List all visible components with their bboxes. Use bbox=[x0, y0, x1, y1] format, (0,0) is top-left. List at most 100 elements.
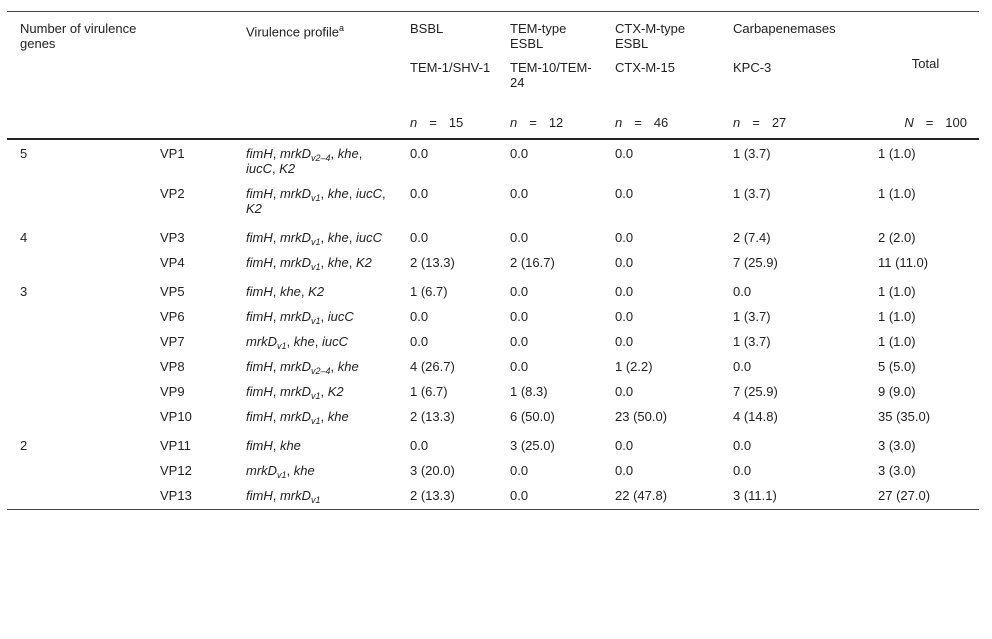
total-value: 11 (11.0) bbox=[878, 255, 929, 270]
cell-value: 1 (6.7) bbox=[410, 384, 448, 399]
gene: khe bbox=[327, 186, 349, 201]
cell-value: 1 (3.7) bbox=[733, 146, 771, 161]
cell-value: 22 (47.8) bbox=[615, 488, 668, 503]
total-value: 1 (1.0) bbox=[878, 309, 916, 324]
profile-genes: fimH, mrkDv2–4, khe bbox=[246, 359, 359, 376]
total-value: 27 (27.0) bbox=[878, 488, 931, 503]
cell-value: 0.0 bbox=[510, 284, 529, 299]
cell-value: 0.0 bbox=[410, 438, 429, 453]
cell-value: 0.0 bbox=[733, 359, 752, 374]
cell-value: 0.0 bbox=[510, 359, 529, 374]
header-type: TEM-10/TEM-24 bbox=[510, 60, 592, 90]
profile-id: VP10 bbox=[160, 409, 192, 424]
gene: khe bbox=[327, 255, 349, 270]
profile-genes: fimH, mrkDv2–4, khe, iucC, K2 bbox=[246, 146, 363, 176]
cell-value: 0.0 bbox=[733, 438, 752, 453]
gene: mrkDv1 bbox=[279, 384, 321, 401]
header-type: TEM-1/SHV-1 bbox=[410, 60, 491, 75]
table-row: 4 VP3 fimH, mrkDv1, khe, iucC 0.0 0.0 0.0 2 (7… bbox=[7, 222, 979, 251]
gene-count bbox=[7, 459, 147, 484]
total-value: 1 (1.0) bbox=[878, 146, 916, 161]
cell-value: 2 (16.7) bbox=[510, 255, 555, 270]
gene: khe bbox=[279, 284, 301, 299]
profile-id: VP7 bbox=[160, 334, 185, 349]
cell-value: 0.0 bbox=[510, 309, 529, 324]
total-value: 35 (35.0) bbox=[878, 409, 931, 424]
profile-id: VP13 bbox=[160, 488, 192, 503]
gene-count bbox=[7, 405, 147, 430]
total-value: 9 (9.0) bbox=[878, 384, 916, 399]
cell-value: 4 (26.7) bbox=[410, 359, 455, 374]
gene: mrkDv1 bbox=[279, 488, 321, 505]
cell-value: 1 (3.7) bbox=[733, 186, 771, 201]
gene: khe bbox=[337, 359, 359, 374]
gene-count bbox=[7, 182, 147, 222]
profile-id: VP3 bbox=[160, 230, 185, 245]
header-group-label: BSBL bbox=[410, 21, 444, 36]
table-row: VP13 fimH, mrkDv1 2 (13.3) 0.0 22 (47.8) 3 (1… bbox=[7, 484, 979, 510]
header-genes-count: Number of virulence genes bbox=[20, 21, 137, 51]
cell-value: 3 (11.1) bbox=[733, 488, 777, 503]
gene: mrkDv1 bbox=[246, 334, 287, 351]
profile-genes: fimH, mrkDv1, khe, iucC bbox=[246, 230, 382, 247]
gene-count bbox=[7, 380, 147, 405]
gene: iucC bbox=[327, 309, 354, 324]
virulence-table: Number of virulence genes Virulence prof… bbox=[7, 11, 979, 510]
cell-value: 0.0 bbox=[410, 230, 429, 245]
gene: mrkDv1 bbox=[279, 409, 321, 426]
header-n: n = 12 bbox=[510, 115, 564, 130]
gene: K2 bbox=[327, 384, 344, 399]
header-group-label: Carbapenemases bbox=[733, 21, 836, 36]
cell-value: 1 (2.2) bbox=[615, 359, 653, 374]
gene: iucC bbox=[246, 161, 273, 176]
profile-genes: fimH, mrkDv1, khe bbox=[246, 409, 349, 426]
profile-genes: fimH, khe bbox=[246, 438, 301, 453]
gene: khe bbox=[293, 463, 315, 478]
cell-value: 0.0 bbox=[510, 334, 529, 349]
header-n: n = 46 bbox=[615, 115, 669, 130]
total-value: 3 (3.0) bbox=[878, 438, 916, 453]
header-group-label: CTX-M-type ESBL bbox=[615, 21, 686, 51]
cell-value: 2 (13.3) bbox=[410, 488, 455, 503]
table-row: VP7 mrkDv1, khe, iucC 0.0 0.0 0.0 1 (3.7) 1 (1… bbox=[7, 330, 979, 355]
cell-value: 0.0 bbox=[615, 463, 634, 478]
cell-value: 23 (50.0) bbox=[615, 409, 668, 424]
cell-value: 1 (3.7) bbox=[733, 334, 771, 349]
cell-value: 1 (3.7) bbox=[733, 309, 771, 324]
cell-value: 0.0 bbox=[733, 284, 752, 299]
cell-value: 1 (6.7) bbox=[410, 284, 448, 299]
gene: mrkDv2–4 bbox=[279, 146, 331, 163]
gene: khe bbox=[327, 230, 349, 245]
header-virulence-profile: Virulence profilea bbox=[246, 23, 344, 40]
cell-value: 3 (20.0) bbox=[410, 463, 455, 478]
cell-value: 4 (14.8) bbox=[733, 409, 778, 424]
gene-count bbox=[7, 251, 147, 276]
table-row: VP10 fimH, mrkDv1, khe 2 (13.3) 6 (50.0) 23 … bbox=[7, 405, 979, 430]
profile-id: VP1 bbox=[160, 146, 185, 161]
gene: khe bbox=[293, 334, 315, 349]
cell-value: 0.0 bbox=[510, 463, 529, 478]
profile-id: VP12 bbox=[160, 463, 192, 478]
table-row: VP9 fimH, mrkDv1, K2 1 (6.7) 1 (8.3) 0.0 7 (2… bbox=[7, 380, 979, 405]
cell-value: 2 (13.3) bbox=[410, 255, 455, 270]
gene: iucC bbox=[355, 186, 382, 201]
gene: fimH bbox=[246, 359, 273, 374]
gene-count bbox=[7, 330, 147, 355]
table-row: 5 VP1 fimH, mrkDv2–4, khe, iucC, K2 0.0 0.0 0… bbox=[7, 139, 979, 182]
gene: khe bbox=[279, 438, 301, 453]
gene-count: 4 bbox=[20, 230, 28, 245]
total-value: 1 (1.0) bbox=[878, 284, 916, 299]
table-row: 3 VP5 fimH, khe, K2 1 (6.7) 0.0 0.0 0.0 1 (1.0) bbox=[7, 276, 979, 305]
table-row: VP12 mrkDv1, khe 3 (20.0) 0.0 0.0 0.0 3 (3.0) bbox=[7, 459, 979, 484]
profile-genes: fimH, mrkDv1, iucC bbox=[246, 309, 354, 326]
total-value: 2 (2.0) bbox=[878, 230, 916, 245]
gene: mrkDv1 bbox=[279, 309, 321, 326]
gene: mrkDv1 bbox=[279, 255, 321, 272]
profile-id: VP5 bbox=[160, 284, 185, 299]
profile-genes: fimH, mrkDv1, khe, iucC, K2 bbox=[246, 186, 386, 216]
cell-value: 0.0 bbox=[510, 488, 529, 503]
cell-value: 7 (25.9) bbox=[733, 255, 778, 270]
gene: mrkDv1 bbox=[279, 186, 321, 203]
cell-value: 1 (8.3) bbox=[510, 384, 548, 399]
profile-id: VP2 bbox=[160, 186, 185, 201]
